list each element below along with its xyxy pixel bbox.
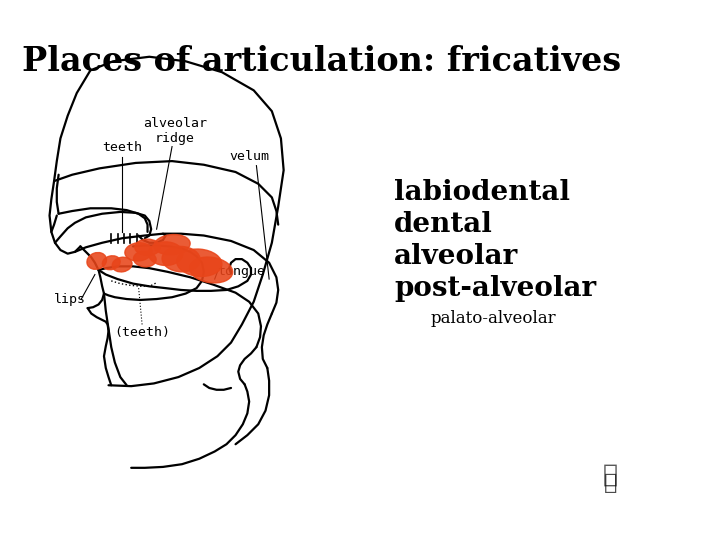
Text: velum: velum	[229, 150, 269, 163]
Text: dental: dental	[395, 211, 493, 238]
Text: ⨼: ⨼	[603, 462, 618, 486]
Text: ⨼: ⨼	[603, 473, 617, 493]
Ellipse shape	[189, 257, 233, 283]
Text: alveolar: alveolar	[395, 243, 518, 270]
Ellipse shape	[135, 239, 161, 255]
Text: (teeth): (teeth)	[114, 326, 170, 339]
Ellipse shape	[133, 251, 156, 267]
Text: Places of articulation: fricatives: Places of articulation: fricatives	[22, 45, 621, 78]
Text: palato-alveolar: palato-alveolar	[431, 310, 557, 327]
Text: labiodental: labiodental	[395, 179, 570, 206]
Text: tongue: tongue	[217, 265, 266, 278]
Ellipse shape	[102, 256, 120, 269]
Ellipse shape	[162, 246, 200, 272]
Ellipse shape	[176, 249, 222, 276]
Text: lips: lips	[53, 293, 86, 306]
Text: teeth: teeth	[102, 141, 142, 154]
Text: post-alveolar: post-alveolar	[395, 275, 596, 302]
Ellipse shape	[112, 257, 132, 272]
Ellipse shape	[148, 242, 183, 266]
Text: alveolar
ridge: alveolar ridge	[143, 117, 207, 145]
Ellipse shape	[154, 234, 190, 255]
Ellipse shape	[87, 253, 107, 269]
Ellipse shape	[125, 243, 152, 261]
